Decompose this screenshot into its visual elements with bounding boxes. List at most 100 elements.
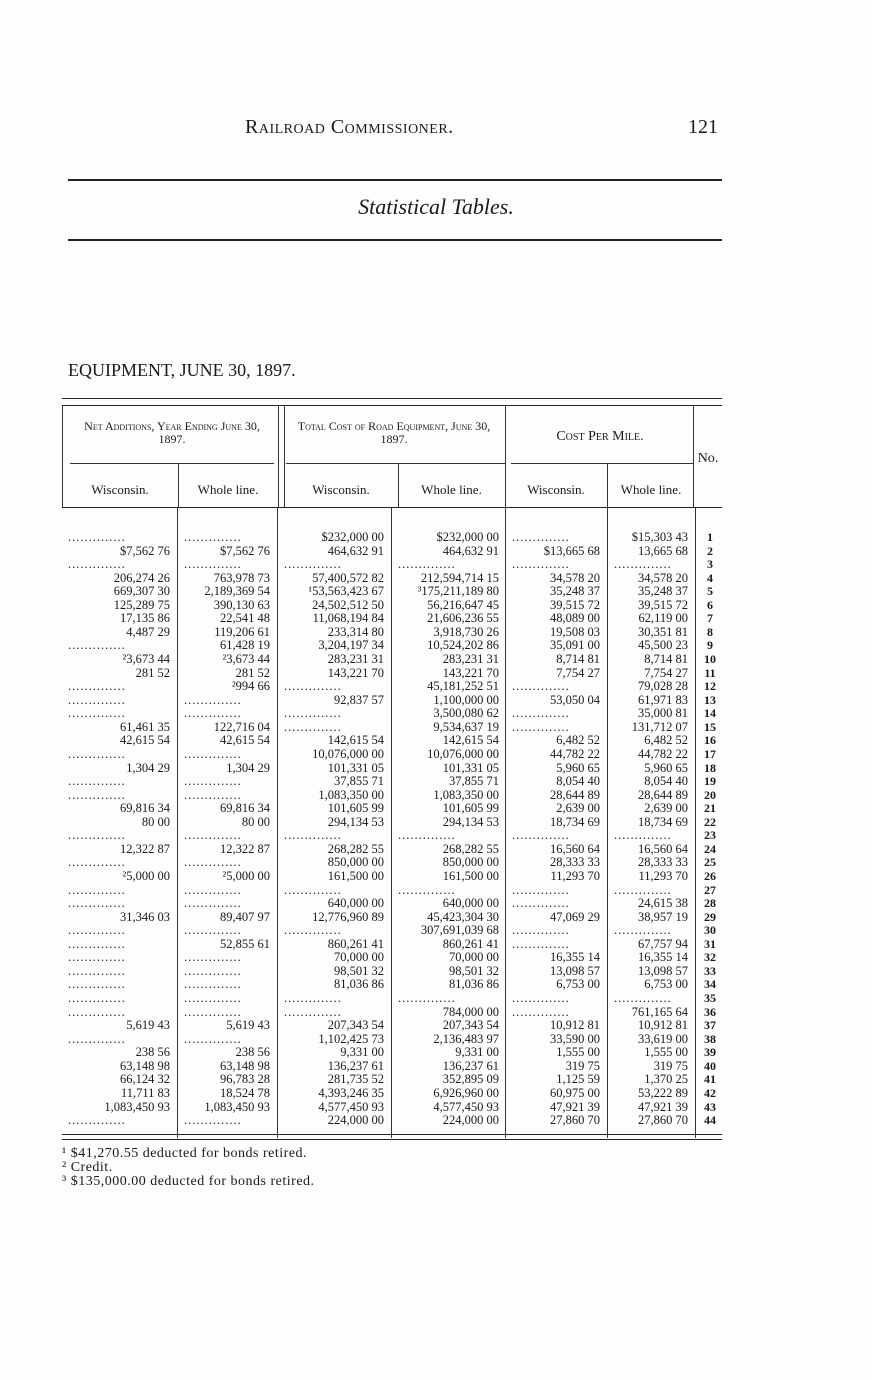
table-cell: 784,000 00 bbox=[442, 1004, 499, 1019]
table-cell: 6,482 52 bbox=[556, 733, 600, 748]
table-cell: .............. bbox=[184, 855, 242, 870]
table-cell: 101,331 05 bbox=[442, 760, 499, 775]
table-row: 31,346 03 89,407 97 12,776,960 89 45,423,30… bbox=[62, 910, 722, 925]
table-cell: 17,135 86 bbox=[120, 611, 170, 626]
table-cell: 464,632 91 bbox=[327, 543, 384, 558]
table-cell: ³175,211,189 80 bbox=[417, 584, 499, 599]
table-cell: 9,534,637 19 bbox=[433, 719, 499, 734]
table-cell: 16,560 64 bbox=[550, 841, 600, 856]
table-cell: .............. bbox=[284, 719, 342, 734]
header-net-additions: Net Additions, Year Ending June 30, 1897… bbox=[84, 419, 260, 446]
table-cell: .............. bbox=[284, 882, 342, 897]
table-header: Net Additions, Year Ending June 30, 1897… bbox=[62, 406, 722, 508]
table-cell: 294,134 53 bbox=[327, 814, 384, 829]
table-cell: 79,028 28 bbox=[638, 679, 688, 694]
table-cell: 24,615 38 bbox=[638, 896, 688, 911]
row-number: 33 bbox=[704, 963, 716, 978]
table-cell: 352,895 09 bbox=[442, 1072, 499, 1087]
table-cell: $13,665 68 bbox=[543, 543, 600, 558]
table-cell: 35,248 37 bbox=[550, 584, 600, 599]
table-cell: 11,293 70 bbox=[550, 869, 600, 883]
table-cell: 69,816 34 bbox=[120, 801, 170, 816]
table-cell: .............. bbox=[68, 638, 126, 653]
table-cell: 5,960 65 bbox=[644, 760, 688, 775]
table-cell: .............. bbox=[184, 923, 242, 938]
table-cell: 27,860 70 bbox=[638, 1113, 688, 1128]
table-cell: .............. bbox=[614, 991, 672, 1006]
table-cell: 3,500,080 62 bbox=[433, 706, 499, 721]
row-number: 7 bbox=[707, 611, 713, 626]
table-cell: 233,314 80 bbox=[327, 624, 384, 639]
row-number: 41 bbox=[704, 1072, 716, 1087]
table-cell: 101,605 99 bbox=[442, 801, 499, 816]
table-cell: 5,619 43 bbox=[226, 1018, 270, 1033]
table-cell: 307,691,039 68 bbox=[420, 923, 499, 938]
table-cell: .............. bbox=[398, 882, 456, 897]
table-cell: 10,912 81 bbox=[550, 1018, 600, 1033]
table-row: 125,289 75 390,130 63 24,502,512 50 56,216,… bbox=[62, 597, 722, 613]
table-cell: $232,000 00 bbox=[436, 530, 500, 544]
table-cell: .............. bbox=[512, 896, 570, 911]
table-cell: 34,578 20 bbox=[638, 570, 688, 585]
table-cell: 281 52 bbox=[135, 665, 170, 680]
table-cell: .............. bbox=[68, 882, 126, 897]
table-cell: .............. bbox=[284, 679, 342, 694]
table-row: ............................ 98,501 32 98,… bbox=[62, 963, 722, 979]
table-cell: .............. bbox=[512, 557, 570, 572]
table-cell: 212,594,714 15 bbox=[420, 570, 499, 585]
table-cell: .............. bbox=[512, 936, 570, 951]
table-cell: 39,515 72 bbox=[550, 597, 600, 612]
table-cell: 142,615 54 bbox=[327, 733, 384, 748]
table-cell: $15,303 43 bbox=[631, 530, 688, 544]
section-subtitle: Statistical Tables. bbox=[358, 194, 514, 219]
table-cell: .............. bbox=[68, 557, 126, 572]
row-number: 26 bbox=[704, 869, 716, 883]
table-cell: 13,665 68 bbox=[638, 543, 688, 558]
table-cell: 16,355 14 bbox=[550, 950, 600, 965]
table-cell: .............. bbox=[512, 679, 570, 694]
table-cell: 119,206 61 bbox=[214, 624, 270, 639]
table-cell: 61,428 19 bbox=[220, 638, 270, 653]
table-row: 4,487 29 119,206 61 233,314 80 3,918,730 26… bbox=[62, 624, 722, 640]
table-row: ........................................… bbox=[62, 1004, 722, 1020]
table-cell: $7,562 76 bbox=[120, 543, 170, 558]
table-cell: 27,860 70 bbox=[550, 1113, 600, 1128]
row-number: 44 bbox=[704, 1113, 716, 1128]
table-row: ............................ 37,855 71 37,… bbox=[62, 774, 722, 789]
table-cell: 3,918,730 26 bbox=[433, 624, 499, 639]
table-cell: .............. bbox=[184, 828, 242, 843]
table-row: 11,711 83 18,524 78 4,393,246 35 6,926,960 … bbox=[62, 1086, 722, 1101]
row-number: 9 bbox=[707, 638, 713, 653]
subheader: Whole line. bbox=[620, 482, 682, 497]
table-row: 42,615 54 42,615 54 142,615 54 142,615 54 6,… bbox=[62, 734, 722, 748]
table-cell: 61,461 35 bbox=[120, 719, 170, 734]
table-row: ........................................… bbox=[62, 707, 722, 721]
table-cell: .............. bbox=[68, 1004, 126, 1019]
table-cell: .............. bbox=[614, 557, 672, 572]
table-bottom-rule bbox=[62, 1134, 722, 1140]
row-number: 10 bbox=[704, 652, 716, 667]
table-row: 66,124 32 96,783 28 281,735 52 352,895 09 1,… bbox=[62, 1073, 722, 1087]
footnote: ¹ $41,270.55 deducted for bonds retired. bbox=[62, 1146, 308, 1161]
table-cell: 81,036 86 bbox=[334, 977, 384, 992]
row-number: 11 bbox=[704, 665, 716, 680]
table-cell: 7,754 27 bbox=[644, 665, 688, 680]
row-number: 34 bbox=[704, 977, 716, 992]
table-cell: 268,282 55 bbox=[327, 841, 384, 856]
table-cell: .............. bbox=[68, 923, 126, 938]
row-number: 39 bbox=[704, 1045, 716, 1060]
header-no: No. bbox=[697, 451, 719, 466]
table-cell: 283,231 31 bbox=[442, 652, 499, 667]
running-head: Railroad Commissioner. bbox=[245, 116, 454, 138]
row-number: 2 bbox=[707, 543, 713, 558]
footnote: ³ $135,000.00 deducted for bonds retired… bbox=[62, 1174, 315, 1189]
table-row: .............. 52,855 61 860,261 41 860,261… bbox=[62, 936, 722, 952]
table-cell: 35,091 00 bbox=[550, 638, 600, 653]
table-cell: 16,560 64 bbox=[638, 841, 688, 856]
table-cell: .............. bbox=[68, 828, 126, 843]
table-cell: 21,606,236 55 bbox=[427, 611, 499, 626]
table-cell: 143,221 70 bbox=[327, 665, 384, 680]
table-cell: 47,921 39 bbox=[638, 1099, 688, 1114]
table-cell: 63,148 98 bbox=[220, 1058, 270, 1073]
row-number: 16 bbox=[704, 733, 716, 748]
